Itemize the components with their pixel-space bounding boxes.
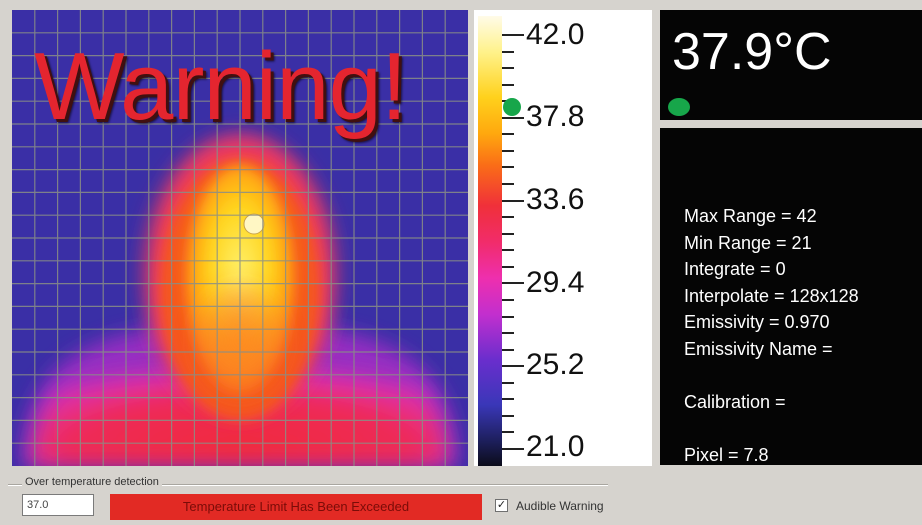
scale-tick [502,216,514,219]
group-divider [8,484,608,485]
info-line: Max Range = 42 [684,206,817,226]
info-line: Min Range = 21 [684,232,812,253]
status-indicator-dot [668,98,690,116]
scale-tick [502,67,514,70]
scale-label-max: 42.0 [526,18,585,51]
alert-banner: Temperature Limit Has Been Exceeded [110,494,482,520]
scale-label-min: 21.0 [526,430,585,463]
scale-tick [502,282,524,285]
scale-tick [502,166,514,169]
thermal-image-view: Warning! [12,10,468,466]
scale-tick [502,133,514,136]
info-line: Interpolate = 128x128 [684,285,859,306]
scale-tick [502,116,524,119]
info-line: Calibration = [684,391,786,412]
temperature-readout-panel: 37.9°C [660,10,922,120]
info-line: Emissivity = 0.970 [684,312,830,332]
scale-tick [502,298,514,301]
scale-tick [502,332,514,335]
scale-tick [502,149,514,152]
scale-tick [502,249,514,252]
scale-tick [502,34,524,36]
audible-warning-label[interactable]: Audible Warning [516,499,604,513]
scale-tick [502,183,514,186]
info-line: Integrate = 0 [684,259,786,279]
scale-tick [502,365,524,368]
info-line [684,415,859,442]
thermal-heatmap [12,10,468,466]
scale-tick [502,232,514,235]
audible-warning-checkbox[interactable]: ✓ [495,499,508,512]
scale-label: 37.8 [526,100,585,133]
scale-tick [502,381,514,384]
scale-tick [502,83,514,86]
scale-label: 25.2 [526,348,585,381]
color-scale-panel: 42.0 37.8 33.6 29.4 25.2 21.0 [474,10,652,466]
over-temperature-group: Over temperature detection Temperature L… [0,466,922,525]
scale-tick [502,448,524,450]
scale-marker-dot [503,98,521,116]
scale-tick [502,315,514,318]
temperature-reading: 37.9°C [672,23,832,81]
scale-tick [502,348,514,351]
scale-tick [502,431,514,434]
info-list: Max Range = 42 Min Range = 21 Integrate … [684,203,859,465]
scale-label: 29.4 [526,266,585,299]
scale-tick [502,199,524,202]
color-scale-bar [478,16,502,466]
info-line: Pixel = 7.8 [684,444,769,465]
warning-text: Warning! [34,33,408,140]
scale-tick [502,398,514,401]
scale-tick [502,50,514,53]
camera-info-panel: Max Range = 42 Min Range = 21 Integrate … [660,128,922,465]
scale-tick [502,414,514,417]
info-line: Emissivity Name = [684,338,833,359]
scale-label: 33.6 [526,183,585,216]
group-label: Over temperature detection [22,476,162,488]
threshold-input[interactable] [22,494,94,516]
scale-tick [502,265,514,268]
info-line [684,362,859,389]
